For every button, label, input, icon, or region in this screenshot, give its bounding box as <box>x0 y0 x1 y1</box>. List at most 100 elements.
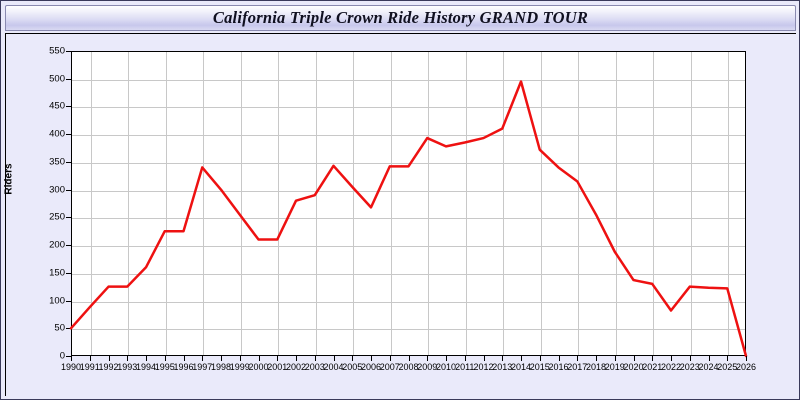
x-axis-tick-mark <box>427 356 429 361</box>
y-axis-tick-mark <box>66 134 71 136</box>
x-axis-tick-mark <box>314 356 316 361</box>
x-axis-tick-mark <box>464 356 466 361</box>
x-axis-tick-mark <box>539 356 541 361</box>
gridline-vertical <box>240 52 242 355</box>
x-axis-tick-mark <box>277 356 279 361</box>
x-axis-tick-mark <box>389 356 391 361</box>
x-axis-tick-label: 2012 <box>473 362 494 372</box>
y-axis-tick-label: 300 <box>49 184 65 196</box>
x-axis-tick-mark <box>558 356 560 361</box>
y-axis-tick-mark <box>66 328 71 330</box>
x-axis-tick-label: 1992 <box>98 362 119 372</box>
gridline-vertical <box>390 52 392 355</box>
chart-title: California Triple Crown Ride History GRA… <box>212 8 589 27</box>
gridline-vertical <box>315 52 317 355</box>
gridline-vertical <box>90 52 92 355</box>
x-axis-tick-label: 2017 <box>567 362 588 372</box>
gridline-horizontal <box>72 329 745 331</box>
x-axis-tick-mark <box>446 356 447 361</box>
gridline-vertical <box>690 52 692 355</box>
x-axis-tick-mark <box>164 356 166 361</box>
x-axis-tick-mark <box>183 356 185 361</box>
y-axis-tick-mark <box>66 245 71 247</box>
y-axis-tick-mark <box>66 356 71 357</box>
x-axis-tick-labels: 1990 1991 1992 1993 1994 1995 1996 1997 1998 1999… <box>61 362 756 376</box>
x-axis-tick-mark <box>614 356 616 361</box>
y-axis-tick-label: 0 <box>59 350 65 362</box>
title-bar: California Triple Crown Ride History GRA… <box>5 5 796 31</box>
x-axis-tick-label: 1999 <box>229 362 250 372</box>
x-axis-tick-mark <box>689 356 691 361</box>
x-axis-tick-mark <box>371 356 372 361</box>
gridline-vertical <box>540 52 542 355</box>
x-axis-tick-mark <box>633 356 635 361</box>
x-axis-tick-label: 2025 <box>717 362 738 372</box>
x-axis-tick-label: 2007 <box>379 362 400 372</box>
x-axis-tick-mark <box>483 356 485 361</box>
x-axis-tick-mark <box>333 356 335 361</box>
y-axis-tick-mark <box>66 217 71 219</box>
x-axis-tick-mark <box>652 356 654 361</box>
gridline-horizontal <box>72 135 745 137</box>
x-axis-tick-label: 2021 <box>642 362 663 372</box>
x-axis-tick-label: 1993 <box>117 362 138 372</box>
y-axis-tick-label: 100 <box>49 295 65 307</box>
x-axis-tick-mark <box>352 356 354 361</box>
gridline-vertical <box>465 52 467 355</box>
y-axis-tick-label: 250 <box>49 211 65 223</box>
x-axis-tick-label: 2013 <box>492 362 513 372</box>
gridline-vertical <box>428 52 430 355</box>
x-axis-tick-mark <box>708 356 710 361</box>
x-axis-tick-label: 2024 <box>698 362 719 372</box>
x-axis-tick-label: 2000 <box>248 362 269 372</box>
x-axis-tick-mark <box>577 356 579 361</box>
x-axis-tick-mark <box>221 356 222 361</box>
x-axis-tick-mark <box>127 356 129 361</box>
x-axis-tick-label: 2002 <box>285 362 307 372</box>
gridline-horizontal <box>72 301 745 303</box>
y-axis-tick-labels: 0 50 100 150 200 250 300 350 400 450 500 550 <box>35 46 65 362</box>
gridline-horizontal <box>72 190 745 192</box>
y-axis-tick-mark <box>66 78 71 80</box>
y-axis-tick-label: 150 <box>49 267 65 279</box>
x-axis-tick-label: 1991 <box>79 362 100 372</box>
x-axis-tick-mark <box>89 356 91 361</box>
gridline-horizontal <box>72 218 745 220</box>
x-axis-tick-label: 2010 <box>435 362 457 372</box>
gridline-vertical <box>353 52 355 355</box>
plot-area <box>71 51 746 356</box>
x-axis-tick-mark <box>671 356 672 361</box>
x-axis-tick-label: 1996 <box>173 362 194 372</box>
x-axis-tick-label: 1995 <box>154 362 175 372</box>
gridline-vertical <box>165 52 167 355</box>
gridline-vertical <box>128 52 130 355</box>
x-axis-tick-label: 2026 <box>735 362 757 372</box>
x-axis-tick-label: 1994 <box>135 362 157 372</box>
gridline-vertical <box>615 52 617 355</box>
x-axis-tick-mark <box>146 356 147 361</box>
gridline-vertical <box>203 52 205 355</box>
x-axis-tick-label: 2003 <box>304 362 325 372</box>
y-axis-tick-label: 550 <box>49 45 65 57</box>
x-axis-tick-label: 2004 <box>323 362 344 372</box>
x-axis-tick-label: 2020 <box>623 362 644 372</box>
y-axis-tick-mark <box>66 51 71 52</box>
y-axis-tick-mark <box>66 161 71 163</box>
x-axis-tick-label: 2023 <box>679 362 700 372</box>
x-axis-tick-label: 2016 <box>548 362 569 372</box>
gridline-horizontal <box>72 246 745 248</box>
x-axis-tick-mark <box>502 356 504 361</box>
x-axis-tick-label: 2008 <box>398 362 419 372</box>
x-axis-tick-label: 1990 <box>60 362 82 372</box>
y-axis-tick-label: 200 <box>49 239 65 251</box>
y-axis-tick-label: 400 <box>49 128 65 140</box>
gridline-vertical <box>578 52 580 355</box>
gridline-vertical <box>653 52 655 355</box>
x-axis-tick-label: 2018 <box>585 362 607 372</box>
y-axis-tick-mark <box>66 106 71 108</box>
y-axis-tick-mark <box>66 272 71 274</box>
x-axis-tick-mark <box>71 356 72 361</box>
x-axis-tick-mark <box>727 356 729 361</box>
y-axis-tick-label: 500 <box>49 73 65 85</box>
